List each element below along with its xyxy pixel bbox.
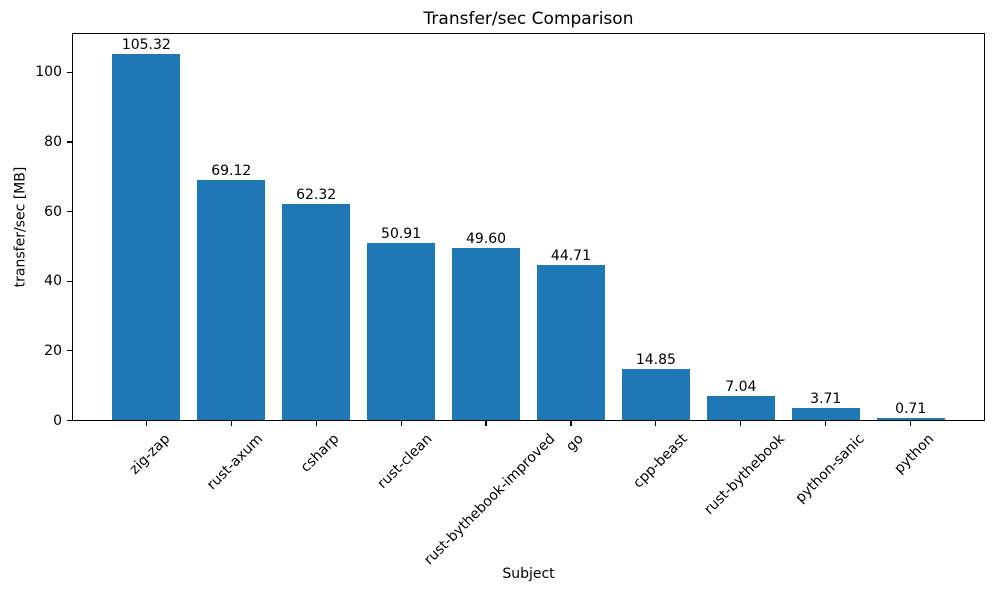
- y-tick-label: 40: [44, 273, 62, 290]
- y-tick-label: 60: [44, 203, 62, 220]
- y-tick-label: 20: [44, 342, 62, 359]
- bar: [367, 243, 436, 421]
- x-tick: [485, 420, 487, 426]
- bar: [452, 247, 520, 421]
- bar-value-label: 105.32: [121, 36, 171, 53]
- x-tick-label: csharp: [297, 431, 343, 476]
- x-tick: [825, 420, 827, 426]
- y-tick: [67, 419, 72, 422]
- bar: [536, 264, 605, 421]
- x-tick: [145, 420, 147, 426]
- bar: [112, 53, 181, 421]
- y-tick: [67, 71, 72, 73]
- x-tick-label: go: [563, 431, 588, 455]
- bar-value-label: 14.85: [635, 351, 676, 368]
- x-tick-label: zig-zap: [126, 431, 174, 478]
- bar: [876, 418, 945, 421]
- x-tick: [315, 420, 317, 426]
- x-tick-label: rust-axum: [204, 431, 267, 494]
- bar-value-label: 0.71: [895, 401, 927, 418]
- x-tick: [400, 420, 402, 426]
- bar: [706, 395, 775, 421]
- bar: [791, 407, 860, 421]
- chart-title: Transfer/sec Comparison: [423, 9, 634, 29]
- x-tick-label: rust-clean: [374, 431, 436, 492]
- y-axis-label: transfer/sec [MB]: [12, 166, 29, 288]
- y-tick: [67, 280, 72, 282]
- y-tick-label: 0: [53, 412, 62, 429]
- x-tick-label: cpp-beast: [629, 431, 691, 492]
- bar-value-label: 49.60: [465, 230, 507, 247]
- x-tick: [230, 420, 232, 426]
- y-tick: [67, 350, 72, 352]
- bar-value-label: 7.04: [725, 378, 757, 395]
- bar-value-label: 50.91: [381, 226, 422, 243]
- x-tick: [570, 420, 572, 426]
- y-tick-label: 100: [35, 64, 62, 81]
- x-tick: [740, 420, 742, 426]
- bar-value-label: 69.12: [211, 162, 252, 179]
- y-tick: [67, 211, 72, 213]
- x-axis-label: Subject: [502, 566, 555, 582]
- x-tick: [910, 420, 912, 426]
- bar-value-label: 62.32: [296, 186, 337, 203]
- x-tick-label: rust-bythebook-improved: [421, 431, 559, 569]
- x-tick-label: python: [891, 431, 938, 477]
- x-tick-label: python-sanic: [792, 431, 868, 507]
- bar: [197, 179, 266, 421]
- bar: [621, 368, 690, 421]
- x-tick: [655, 420, 657, 426]
- y-tick-label: 80: [44, 133, 62, 150]
- x-tick-label: rust-bythebook: [701, 431, 789, 518]
- bar-value-label: 3.71: [810, 390, 842, 407]
- bar-value-label: 44.71: [550, 247, 591, 264]
- bar: [282, 203, 351, 421]
- y-tick: [67, 141, 72, 143]
